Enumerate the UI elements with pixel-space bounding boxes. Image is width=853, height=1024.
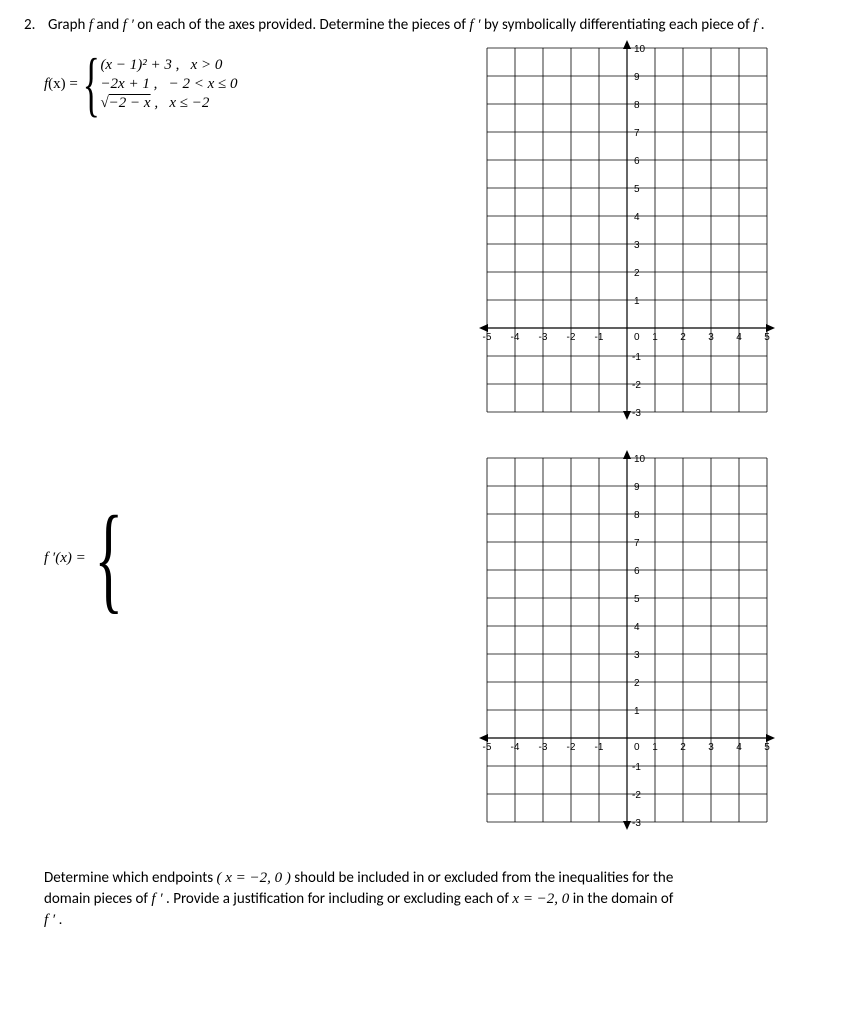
bt-part: in the domain of [573,890,674,908]
f-paren: (x) = [48,76,78,92]
fprime-definition: f ′(x) = { [24,450,424,618]
case-cond: − 2 < x ≤ 0 [169,76,238,92]
svg-text:9: 9 [634,482,640,493]
radical-icon: √ [100,95,108,111]
svg-text:-5: -5 [482,332,491,343]
svg-text:5: 5 [634,184,640,195]
brace-icon: { [94,498,123,618]
svg-text:6: 6 [634,566,640,577]
problem-number: 2. [24,16,48,34]
svg-text:10: 10 [634,44,646,55]
sym-f: f [753,17,757,33]
graph-fprime: -5 -4 -3 -2 -1 0 1 2 3 4 5 1 2 3 4 5 6 7 8 9 10 -1 -2 -3 [424,450,829,830]
svg-text:3: 3 [634,650,640,661]
case-expr: (x − 1)² + 3 , [100,57,179,73]
svg-text:1: 1 [634,706,640,717]
case-2: −2x + 1 , − 2 < x ≤ 0 [100,75,237,94]
svg-text:-1: -1 [594,332,603,343]
case-expr: √−2 − x , [100,95,161,111]
svg-text:1: 1 [634,296,640,307]
sym-f: f [89,17,93,33]
radicand: −2 − x [109,95,151,111]
case-3: √−2 − x , x ≤ −2 [100,94,237,113]
svg-text:8: 8 [634,510,640,521]
fprime-lhs: f ′(x) = [44,550,86,567]
svg-text:10: 10 [634,454,646,465]
coordinate-grid: -5 -4 -3 -2 -1 0 1 2 3 4 5 1 2 3 4 5 6 7 8 9 10 -1 -2 -3 [475,40,779,420]
f-lhs: f(x) = [44,76,78,93]
stem-part: . [761,16,765,34]
svg-text:-3: -3 [632,408,641,419]
svg-text:7: 7 [634,538,640,549]
svg-text:9: 9 [634,72,640,83]
svg-text:2: 2 [680,742,686,753]
bt-part: Determine which endpoints [44,869,216,887]
svg-text:-3: -3 [538,332,547,343]
svg-text:3: 3 [708,332,714,343]
svg-text:2: 2 [680,332,686,343]
svg-text:-2: -2 [566,332,575,343]
problem-text: Graph f and f ′ on each of the axes prov… [48,16,829,34]
stem-part: on each of the axes provided. Determine … [137,16,469,34]
svg-text:5: 5 [634,594,640,605]
row-f: f(x) = { (x − 1)² + 3 , x > 0 −2x + 1 , … [24,40,829,420]
bt-part: domain pieces of [44,890,151,908]
stem-part: by symbolically differentiating each pie… [484,16,753,34]
case-expr: −2x + 1 , [100,76,157,92]
bt-eq: x = −2, 0 [512,891,569,907]
svg-text:5: 5 [764,742,770,753]
svg-text:0: 0 [634,742,640,753]
brace-icon: { [83,48,100,120]
sym-fprime: f ′ . [44,912,63,928]
case-cond: x ≤ −2 [169,95,209,111]
svg-text:-1: -1 [594,742,603,753]
svg-text:-3: -3 [538,742,547,753]
svg-text:7: 7 [634,128,640,139]
stem-part: and [96,16,122,34]
coordinate-grid: -5 -4 -3 -2 -1 0 1 2 3 4 5 1 2 3 4 5 6 7 8 9 10 -1 -2 -3 [475,450,779,830]
case-1: (x − 1)² + 3 , x > 0 [100,56,237,75]
problem-statement: 2. Graph f and f ′ on each of the axes p… [24,16,829,34]
graph-f: -5 -4 -3 -2 -1 0 1 2 3 4 5 1 2 3 4 5 6 7 8 9 10 -1 -2 -3 [424,40,829,420]
cases: (x − 1)² + 3 , x > 0 −2x + 1 , − 2 < x ≤… [100,56,237,113]
svg-text:2: 2 [634,268,640,279]
svg-text:1: 1 [652,742,658,753]
svg-text:-2: -2 [632,790,641,801]
svg-text:-5: -5 [482,742,491,753]
bt-part: . Provide a justification for including … [166,890,512,908]
endpoint-question: Determine which endpoints ( x = −2, 0 ) … [24,868,829,931]
piecewise-f: f(x) = { (x − 1)² + 3 , x > 0 −2x + 1 , … [44,48,424,120]
sym-fprime: f ′ [151,891,162,907]
svg-text:4: 4 [634,622,640,633]
svg-text:4: 4 [736,332,742,343]
svg-text:4: 4 [634,212,640,223]
bt-point: ( x = −2, 0 ) [216,870,290,886]
case-post: , [151,95,159,111]
stem-part: Graph [48,16,89,34]
sym-fprime: f ′ [123,17,134,33]
svg-text:-1: -1 [632,762,641,773]
svg-text:-3: -3 [632,818,641,829]
svg-text:4: 4 [736,742,742,753]
svg-text:2: 2 [634,678,640,689]
sym-fprime: f ′ [469,17,480,33]
svg-text:-2: -2 [566,742,575,753]
case-cond: x > 0 [191,57,223,73]
svg-text:0: 0 [634,332,640,343]
svg-text:5: 5 [764,332,770,343]
svg-text:-2: -2 [632,380,641,391]
bt-part: should be included in or excluded from t… [294,869,673,887]
svg-text:-1: -1 [632,352,641,363]
row-fprime: f ′(x) = { -5 -4 -3 -2 -1 0 1 2 3 4 5 1 2 3 4 5 6 7 8 9 10 -1… [24,450,829,830]
svg-text:3: 3 [634,240,640,251]
svg-text:3: 3 [708,742,714,753]
svg-text:8: 8 [634,100,640,111]
svg-text:-4: -4 [510,332,519,343]
piecewise-fprime: f ′(x) = { [44,498,424,618]
f-definition: f(x) = { (x − 1)² + 3 , x > 0 −2x + 1 , … [24,40,424,120]
svg-text:-4: -4 [510,742,519,753]
svg-text:1: 1 [652,332,658,343]
svg-text:6: 6 [634,156,640,167]
